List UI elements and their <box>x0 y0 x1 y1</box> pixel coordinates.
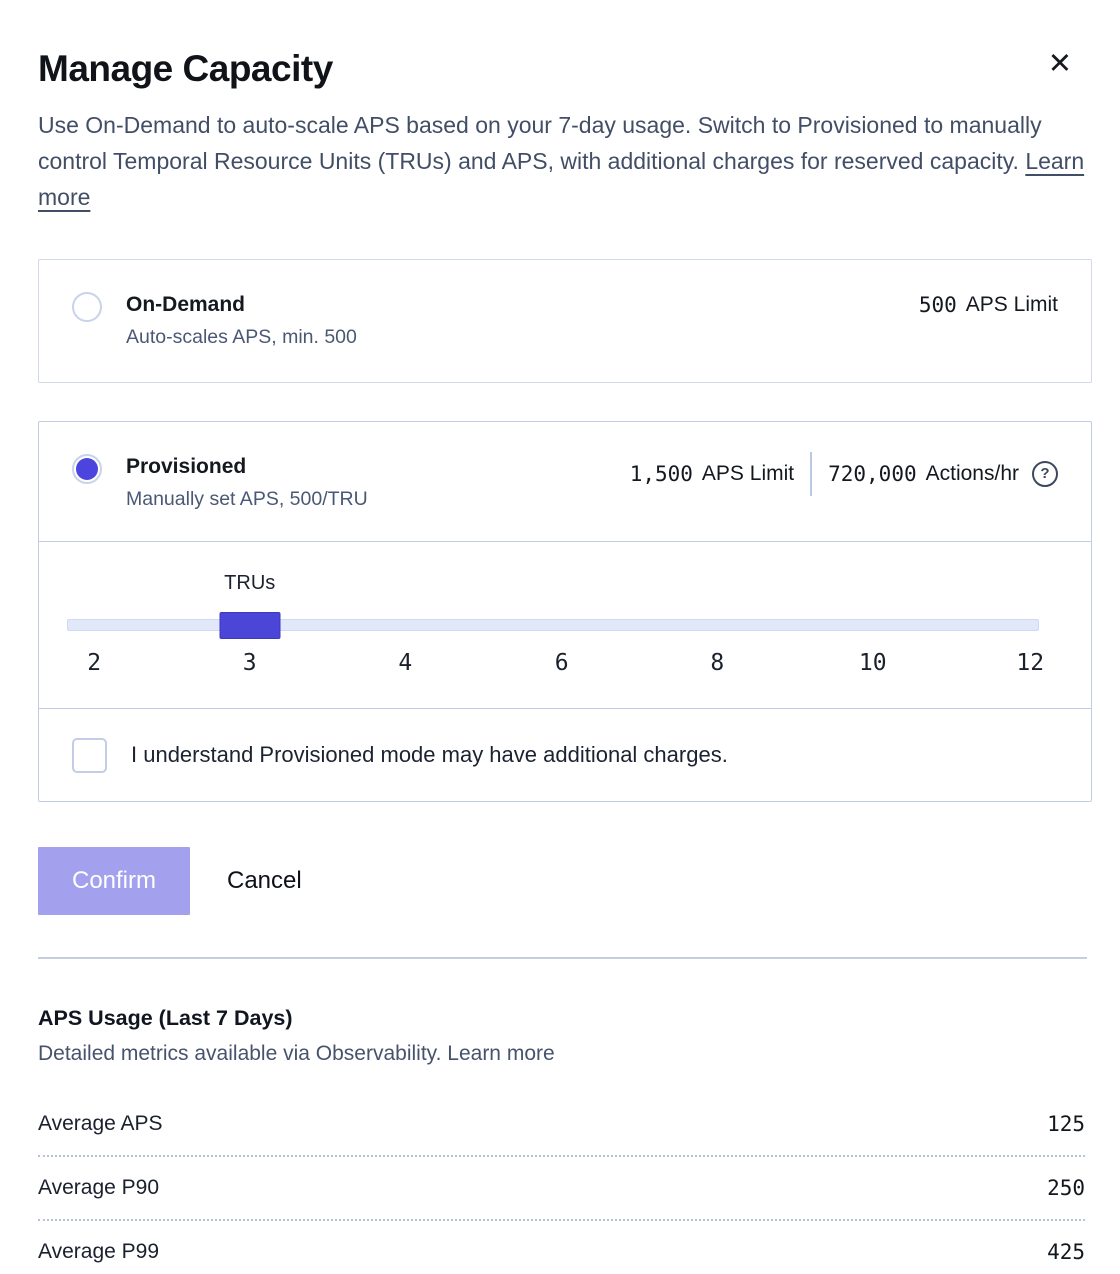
tick-label: 4 <box>398 650 413 676</box>
provisioned-radio[interactable] <box>72 454 102 484</box>
on-demand-radio[interactable] <box>72 292 102 322</box>
usage-title: APS Usage (Last 7 Days) <box>38 1006 293 1030</box>
provisioned-texts: Provisioned Manually set APS, 500/TRU <box>126 452 368 511</box>
dialog-description: Use On-Demand to auto-scale APS based on… <box>38 107 1092 215</box>
metric-value: 125 <box>1047 1112 1085 1136</box>
on-demand-option-card[interactable]: On-Demand Auto-scales APS, min. 500 500 … <box>38 259 1092 383</box>
help-icon[interactable]: ? <box>1032 461 1058 487</box>
provisioned-actions-value: 720,000 <box>828 462 917 486</box>
tick-label: 2 <box>87 650 102 676</box>
on-demand-aps-value: 500 <box>918 293 957 317</box>
description-text: Use On-Demand to auto-scale APS based on… <box>38 112 1042 174</box>
dialog-header: Manage Capacity ✕ <box>38 48 1092 90</box>
section-divider <box>38 957 1087 959</box>
on-demand-aps-limit: 500 APS Limit <box>919 290 1058 320</box>
tru-slider-track-area: TRUs 2 3 4 6 8 10 12 <box>67 542 1044 708</box>
on-demand-texts: On-Demand Auto-scales APS, min. 500 <box>126 290 357 349</box>
provisioned-values: 1,500 APS Limit 720,000 Actions/hr ? <box>630 452 1058 496</box>
metric-value: 250 <box>1047 1176 1085 1200</box>
acknowledge-label: I understand Provisioned mode may have a… <box>131 742 728 767</box>
tru-slider-track[interactable] <box>67 612 1039 639</box>
cancel-button[interactable]: Cancel <box>227 867 302 894</box>
tru-slider-section: TRUs 2 3 4 6 8 10 12 <box>39 542 1091 709</box>
metric-label: Average P90 <box>38 1176 160 1199</box>
on-demand-aps-unit: APS Limit <box>965 293 1058 316</box>
tru-slider-handle[interactable] <box>219 612 281 639</box>
usage-learn-more-link[interactable]: Learn more <box>447 1042 555 1065</box>
table-row: Average P99 425 <box>38 1221 1085 1274</box>
tick-label: 12 <box>1016 650 1045 676</box>
tick-label: 10 <box>858 650 887 676</box>
tick-label: 8 <box>710 650 725 676</box>
provisioned-subtitle: Manually set APS, 500/TRU <box>126 488 368 510</box>
usage-subtitle: Detailed metrics available via Observabi… <box>38 1042 1085 1066</box>
metric-label: Average APS <box>38 1112 163 1135</box>
acknowledge-row: I understand Provisioned mode may have a… <box>39 709 1091 801</box>
radio-dot <box>76 296 98 318</box>
page-title: Manage Capacity <box>38 48 333 89</box>
provisioned-label: Provisioned <box>126 455 247 478</box>
close-icon[interactable]: ✕ <box>1047 48 1072 80</box>
usage-metrics-table: Average APS 125 Average P90 250 Average … <box>38 1093 1085 1274</box>
learn-more-link[interactable]: Learn more <box>38 148 1085 210</box>
confirm-button[interactable]: Confirm <box>38 847 190 915</box>
tick-label: 6 <box>554 650 569 676</box>
aps-usage-section: APS Usage (Last 7 Days) Detailed metrics… <box>38 1006 1085 1274</box>
provisioned-option-card: Provisioned Manually set APS, 500/TRU 1,… <box>38 421 1092 802</box>
metric-value: 425 <box>1047 1240 1085 1264</box>
value-divider <box>810 452 813 496</box>
on-demand-subtitle: Auto-scales APS, min. 500 <box>126 326 357 348</box>
tick-label: 3 <box>242 650 257 676</box>
table-row: Average APS 125 <box>38 1093 1085 1157</box>
acknowledge-checkbox[interactable] <box>72 737 107 773</box>
provisioned-row[interactable]: Provisioned Manually set APS, 500/TRU 1,… <box>39 422 1091 542</box>
on-demand-label: On-Demand <box>126 293 246 316</box>
action-buttons: Confirm Cancel <box>38 847 1092 915</box>
provisioned-actions-unit: Actions/hr <box>925 462 1019 485</box>
tru-slider-label: TRUs <box>224 572 276 594</box>
on-demand-row: On-Demand Auto-scales APS, min. 500 500 … <box>39 260 1091 379</box>
provisioned-aps-value: 1,500 <box>629 462 693 486</box>
radio-dot <box>76 458 98 480</box>
usage-subtitle-text: Detailed metrics available via Observabi… <box>38 1042 448 1065</box>
provisioned-aps-unit: APS Limit <box>701 462 795 485</box>
metric-label: Average P99 <box>38 1240 160 1263</box>
table-row: Average P90 250 <box>38 1157 1085 1221</box>
